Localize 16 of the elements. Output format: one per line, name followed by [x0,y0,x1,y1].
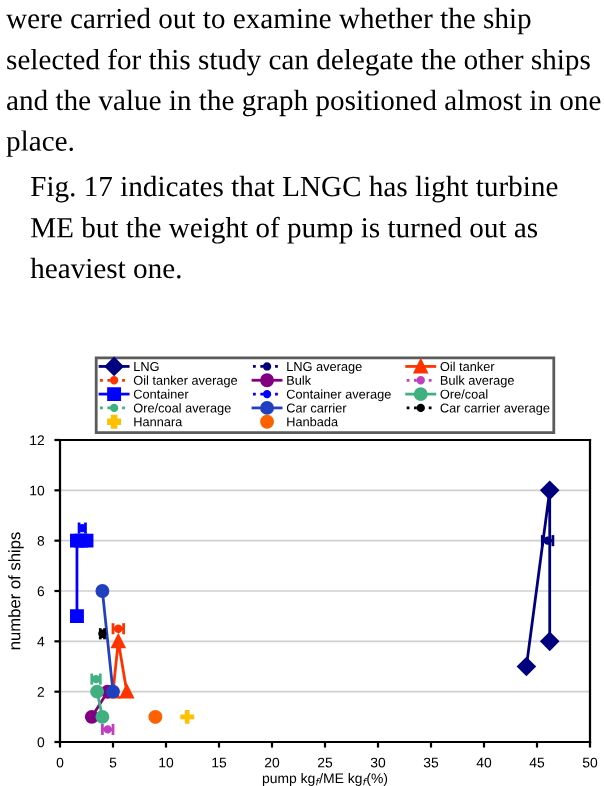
point [540,481,559,500]
point [540,632,559,651]
point [95,584,110,598]
point [111,634,126,649]
y-axis-title: number of ships [8,532,24,650]
text: were carried out to examine whether the ship selected for this study can delegate the other ships and the value in the graph positioned almost in one place. [6,7,601,157]
point [70,609,84,624]
caption: Fig. 17 indicates that LNGC has light turbine ME but the weight of pump is turned out as heaviest one. [30,175,558,279]
point [84,709,99,724]
point [90,684,105,699]
point [119,684,134,699]
point [180,709,195,724]
point [79,533,94,548]
point [148,709,163,724]
point [95,709,110,724]
point [517,657,536,676]
